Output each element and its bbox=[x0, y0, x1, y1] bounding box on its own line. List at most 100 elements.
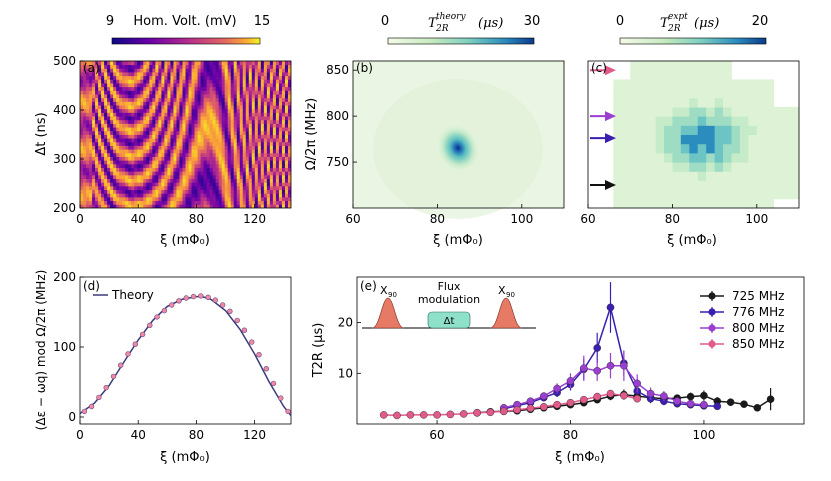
a-heat-cell bbox=[110, 97, 114, 102]
a-heat-cell bbox=[194, 64, 198, 69]
a-heat-cell bbox=[185, 138, 189, 143]
a-heat-cell bbox=[272, 152, 277, 157]
a-heat-cell bbox=[122, 127, 126, 132]
a-heat-cell bbox=[80, 68, 84, 73]
a-heat-cell bbox=[125, 119, 129, 124]
a-heat-cell bbox=[161, 178, 165, 183]
a-heat-cell bbox=[272, 94, 277, 99]
a-heat-cell bbox=[209, 156, 214, 161]
a-heat-cell bbox=[230, 112, 235, 117]
a-heat-cell bbox=[224, 196, 229, 202]
a-heat-cell bbox=[122, 160, 126, 165]
a-heat-cell bbox=[122, 200, 126, 205]
a-heat-cell bbox=[161, 116, 165, 121]
a-heat-cell bbox=[140, 185, 144, 191]
a-heat-cell bbox=[215, 156, 220, 161]
c-heat-cell bbox=[697, 106, 707, 117]
c-ticks: 60 80 100 bbox=[580, 204, 768, 226]
a-heat-cell bbox=[176, 72, 180, 77]
c-heat-cell bbox=[664, 134, 673, 145]
a-heat-cell bbox=[125, 141, 129, 146]
c-heat-cell bbox=[739, 162, 749, 172]
a-heat-cell bbox=[128, 152, 132, 157]
a-heat-cell bbox=[203, 167, 207, 172]
a-heat-cell bbox=[89, 141, 93, 146]
a-heat-cell bbox=[119, 200, 123, 205]
c-cbar-sup: expt bbox=[668, 12, 688, 22]
a-heat-cell bbox=[179, 156, 183, 161]
a-heat-cell bbox=[236, 163, 241, 168]
a-heat-cell bbox=[158, 134, 162, 139]
a-heat-cell bbox=[161, 160, 165, 165]
a-heat-cell bbox=[140, 105, 144, 110]
a-heat-cell bbox=[281, 178, 286, 183]
a-heat-cell bbox=[167, 156, 171, 161]
a-heat-cell bbox=[152, 152, 156, 157]
c-heat-cell bbox=[672, 171, 682, 181]
a-heat-cell bbox=[284, 94, 289, 99]
c-heat-cell bbox=[731, 125, 741, 135]
a-heat-cell bbox=[203, 86, 207, 91]
a-heat-cell bbox=[146, 196, 150, 202]
a-heat-cell bbox=[185, 72, 189, 77]
a-heat-cell bbox=[200, 123, 204, 128]
a-heat-cell bbox=[167, 79, 171, 84]
a-heat-cell bbox=[227, 196, 232, 202]
a-heat-cell bbox=[272, 108, 277, 113]
a-heat-cell bbox=[260, 130, 265, 135]
a-heat-cell bbox=[254, 171, 259, 176]
e-point bbox=[766, 395, 775, 404]
a-heat-cell bbox=[89, 196, 93, 202]
a-heat-cell bbox=[200, 119, 204, 124]
a-heat-cell bbox=[200, 134, 204, 139]
a-heat-cell bbox=[128, 174, 132, 180]
a-heat-cell bbox=[224, 182, 229, 187]
a-heat-cell bbox=[284, 145, 289, 150]
a-heat-cell bbox=[152, 97, 156, 102]
a-heat-cell bbox=[245, 61, 250, 66]
a-heat-cell bbox=[161, 79, 165, 84]
a-heat-cell bbox=[152, 86, 156, 91]
c-heat-cell bbox=[630, 171, 640, 181]
a-heat-cell bbox=[218, 90, 223, 95]
a-heat-cell bbox=[86, 145, 90, 150]
a-heat-cell bbox=[179, 90, 183, 95]
a-heat-cell bbox=[248, 138, 253, 143]
a-heat-cell bbox=[254, 101, 259, 106]
a-heat-cell bbox=[110, 152, 114, 157]
a-heat-cell bbox=[251, 101, 256, 106]
a-heat-cell bbox=[188, 112, 192, 117]
a-heat-cell bbox=[203, 163, 207, 168]
a-heat-cell bbox=[86, 116, 90, 121]
c-heat-cell bbox=[723, 162, 732, 172]
a-heat-cell bbox=[122, 152, 126, 157]
a-heat-cell bbox=[275, 112, 280, 117]
a-heat-cell bbox=[149, 127, 153, 132]
c-heat-cell bbox=[672, 143, 682, 154]
a-heat-cell bbox=[278, 200, 283, 205]
a-heat-cell bbox=[179, 86, 183, 91]
a-heat-cell bbox=[221, 189, 226, 194]
c-heat-cell bbox=[714, 134, 724, 145]
a-heat-cell bbox=[269, 204, 274, 208]
a-heat-cell bbox=[284, 72, 289, 77]
a-heat-cell bbox=[209, 189, 214, 194]
a-heat-cell bbox=[179, 141, 183, 146]
a-heat-cell bbox=[245, 149, 250, 154]
c-heat-cell bbox=[790, 134, 800, 145]
a-heat-cell bbox=[209, 127, 214, 132]
a-heat-cell bbox=[251, 105, 256, 110]
a-heat-cell bbox=[170, 94, 174, 99]
c-frame bbox=[587, 60, 800, 209]
c-heat-cell bbox=[613, 97, 623, 108]
a-heat-cell bbox=[95, 149, 99, 154]
a-heat-cell bbox=[278, 90, 283, 95]
a-heat-cell bbox=[239, 196, 244, 202]
a-heat-cell bbox=[260, 64, 265, 69]
a-heat-cell bbox=[284, 174, 289, 180]
a-heat-cell bbox=[161, 64, 165, 69]
c-heat-cell bbox=[621, 171, 631, 181]
a-heat-cell bbox=[155, 141, 159, 146]
a-heat-cell bbox=[185, 79, 189, 84]
a-heat-cell bbox=[221, 200, 226, 205]
